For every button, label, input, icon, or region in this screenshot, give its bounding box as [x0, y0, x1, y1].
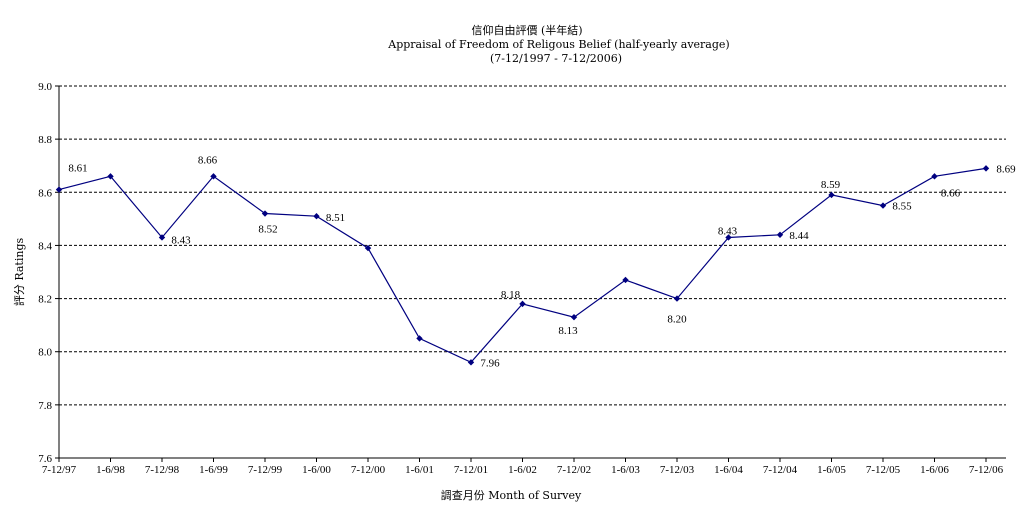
data-point-marker	[776, 231, 784, 238]
data-point-marker	[313, 213, 320, 220]
x-tick-label: 7-12/98	[145, 464, 180, 476]
y-tick-label: 8.8	[38, 134, 52, 146]
data-point-marker	[879, 202, 887, 209]
x-tick-label: 7-12/05	[866, 464, 901, 476]
data-point-marker	[931, 173, 938, 180]
data-point-marker	[519, 300, 526, 308]
data-point-marker	[158, 234, 166, 241]
data-label: 8.18	[501, 289, 521, 301]
data-label: 8.61	[68, 163, 87, 175]
data-point-marker	[261, 210, 269, 217]
x-tick-label: 7-12/04	[763, 464, 798, 476]
data-point-marker	[416, 335, 423, 342]
data-label: 8.59	[821, 179, 841, 191]
chart-subtitle: Appraisal of Freedom of Religous Belief …	[387, 38, 729, 51]
x-tick-label: 7-12/00	[351, 464, 386, 476]
data-label: 8.66	[198, 154, 218, 166]
x-tick-label: 7-12/01	[454, 464, 488, 476]
chart-title: 信仰自由評價 (半年結)	[471, 23, 582, 37]
x-axis-ticks: 7-12/97 1-6/98 7-12/98 1-6/99 7-12/99 1-6/00 7…	[42, 458, 1004, 476]
data-label: 8.20	[667, 314, 687, 326]
data-point-marker	[107, 173, 114, 180]
x-tick-label: 7-12/03	[660, 464, 695, 476]
y-axis-label: 評分 Ratings	[12, 238, 26, 307]
x-tick-label: 1-6/06	[920, 464, 949, 476]
data-label: 8.13	[558, 325, 578, 337]
x-tick-label: 1-6/98	[96, 464, 125, 476]
data-label: 8.66	[941, 187, 961, 199]
data-point-marker	[570, 313, 578, 321]
data-label: 8.55	[892, 201, 912, 213]
data-label: 8.43	[171, 234, 191, 246]
y-tick-label: 7.8	[38, 400, 52, 412]
x-tick-label: 1-6/00	[302, 464, 331, 476]
data-point-marker	[673, 295, 681, 302]
x-tick-label: 7-12/06	[969, 464, 1004, 476]
y-tick-label: 9.0	[38, 81, 52, 93]
data-label: 8.44	[789, 230, 809, 242]
data-point-marker	[467, 359, 475, 366]
y-tick-label: 7.6	[38, 453, 52, 465]
data-point-marker	[828, 191, 835, 199]
chart-subtitle-range: (7-12/1997 - 7-12/2006)	[490, 52, 622, 65]
data-labels: 8.61 8.43 8.66 8.52 8.51 7.96 8.18 8.13 8.20 8.43…	[68, 154, 1016, 369]
x-tick-label: 1-6/01	[405, 464, 434, 476]
series-line-group	[55, 165, 990, 366]
x-tick-label: 1-6/02	[508, 464, 537, 476]
data-label: 8.51	[326, 212, 345, 224]
y-axis-ticks: 9.0 8.8 8.6 8.4 8.2 8.0 7.8 7.6	[38, 81, 59, 465]
gridlines	[59, 85, 1006, 406]
x-tick-label: 7-12/02	[557, 464, 591, 476]
series-line	[58, 167, 987, 364]
x-tick-label: 1-6/04	[714, 464, 743, 476]
data-point-marker	[982, 165, 990, 172]
x-tick-label: 7-12/97	[42, 464, 77, 476]
y-tick-label: 8.4	[38, 240, 52, 252]
data-point-marker	[364, 244, 372, 252]
data-point-marker	[725, 234, 732, 241]
data-label: 8.69	[996, 163, 1016, 175]
y-tick-label: 8.6	[38, 187, 52, 199]
data-label: 8.43	[718, 225, 738, 237]
x-tick-label: 1-6/05	[817, 464, 846, 476]
x-axis-label: 調查月份 Month of Survey	[441, 488, 582, 502]
data-label: 7.96	[480, 357, 500, 369]
data-point-marker	[55, 186, 63, 193]
y-tick-label: 8.2	[38, 294, 52, 306]
data-point-marker	[210, 173, 217, 180]
x-tick-label: 7-12/99	[248, 464, 283, 476]
y-tick-label: 8.0	[38, 347, 52, 359]
x-tick-label: 1-6/03	[611, 464, 640, 476]
data-label: 8.52	[258, 224, 277, 236]
data-point-marker	[622, 276, 629, 284]
x-tick-label: 1-6/99	[199, 464, 228, 476]
